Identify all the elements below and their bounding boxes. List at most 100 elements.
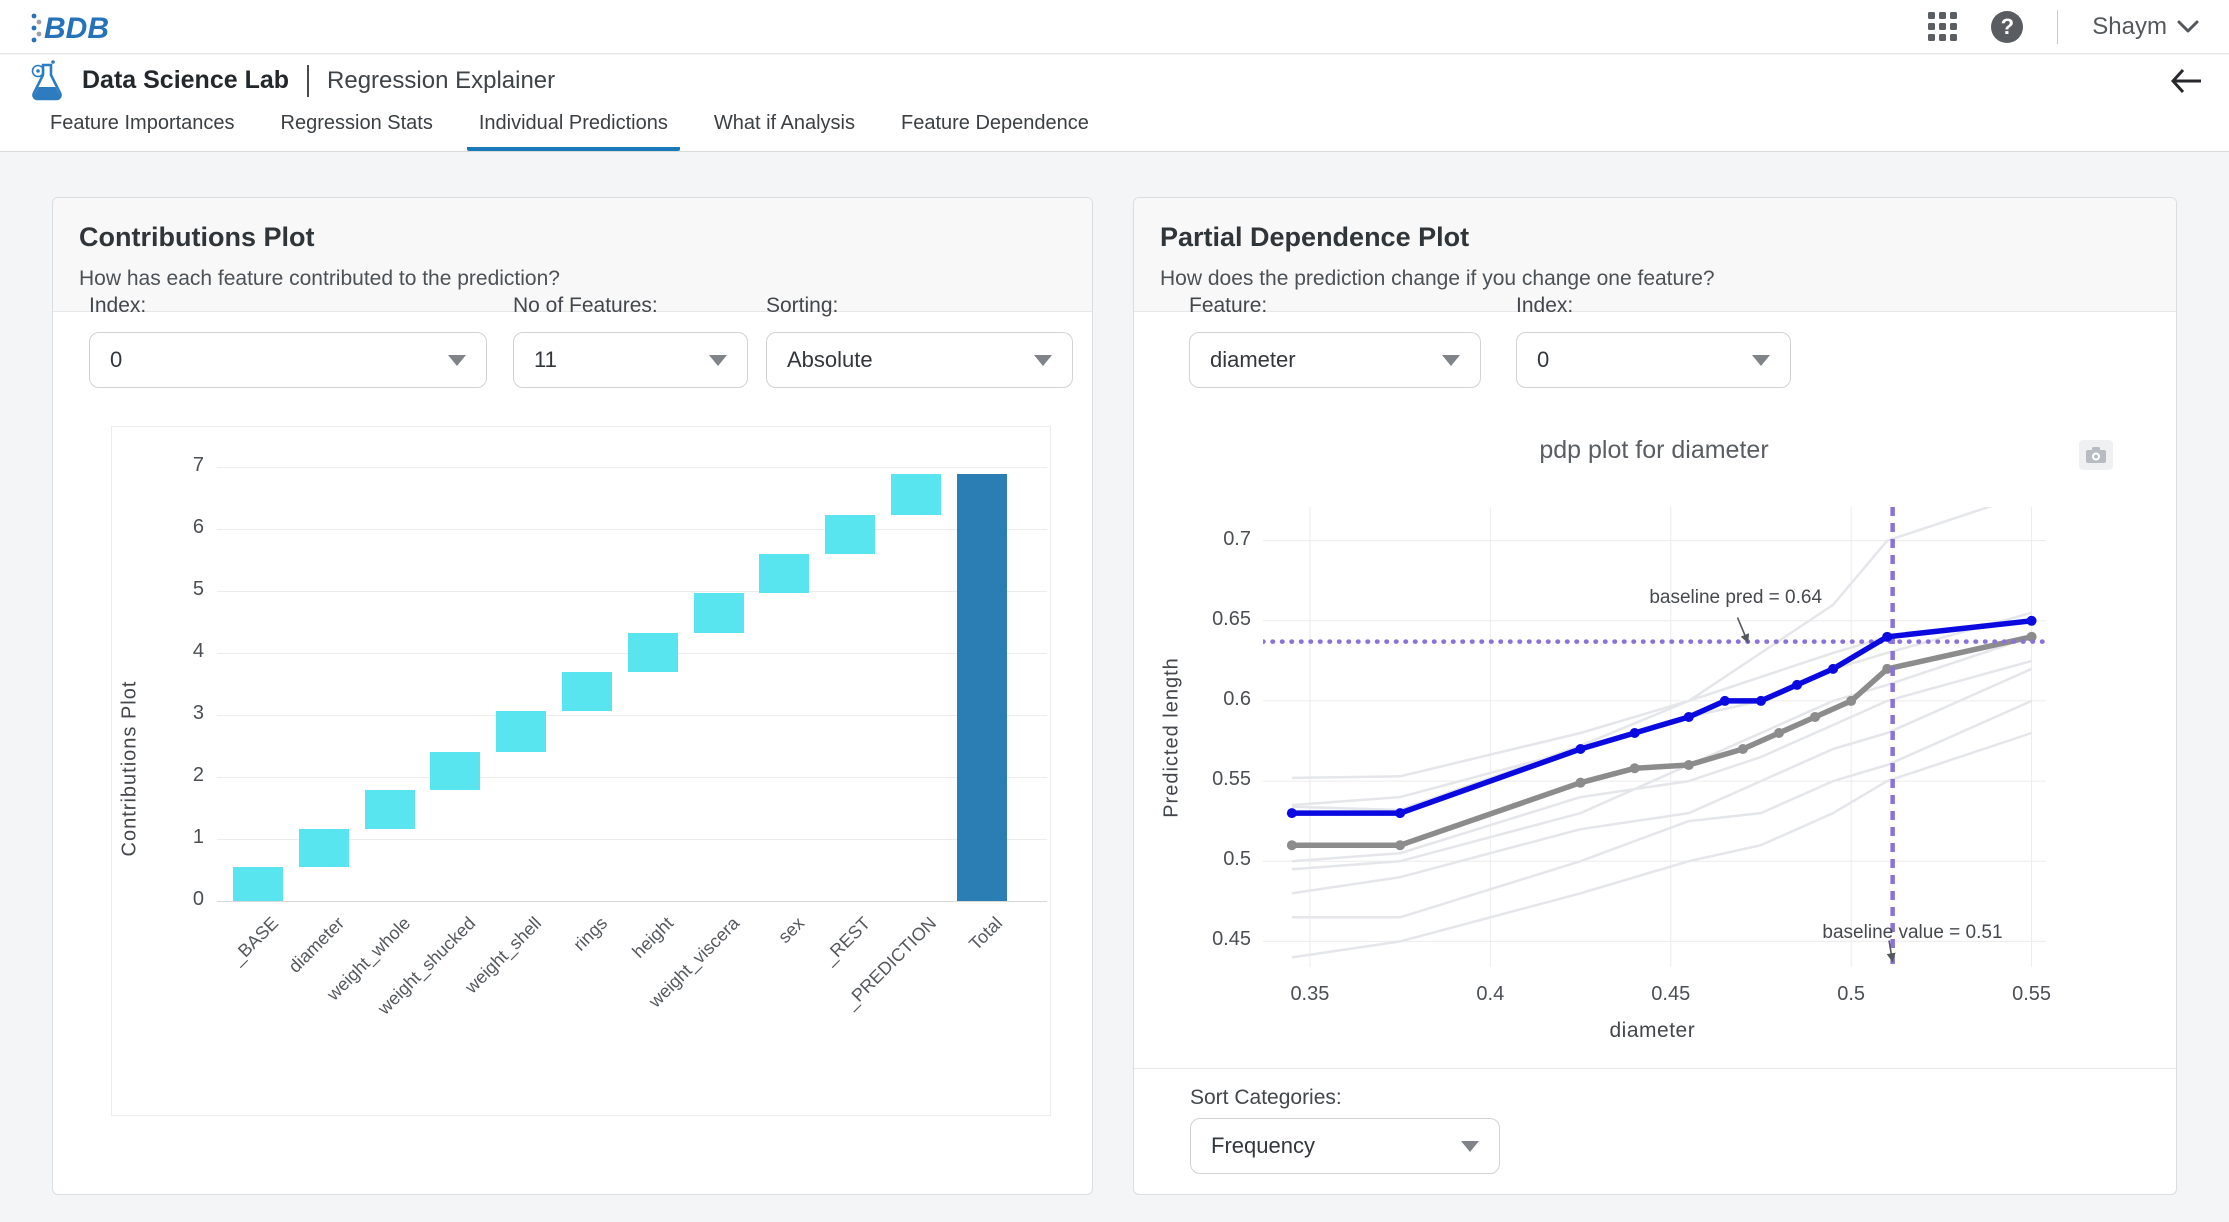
x-tick-label: rings [569, 913, 611, 955]
dropdown-caret-icon [448, 355, 466, 366]
contributions-y-axis-label: Contributions Plot [119, 599, 142, 939]
prediction-marker [1576, 744, 1586, 754]
waterfall-bar-height[interactable] [628, 633, 678, 671]
help-icon[interactable]: ? [1991, 11, 2023, 43]
flask-icon [26, 59, 68, 103]
prediction-marker [1756, 696, 1766, 706]
user-menu[interactable]: Shaym [2092, 13, 2199, 41]
num-features-value: 11 [534, 347, 557, 373]
pdp-x-tick-label: 0.4 [1445, 983, 1535, 1006]
waterfall-bar-_rest[interactable] [825, 515, 875, 554]
average-marker [1774, 728, 1784, 738]
feature-value: diameter [1210, 347, 1296, 373]
index-value: 0 [110, 347, 122, 373]
x-tick-label: Total [965, 913, 1007, 955]
pdp-subtitle: How does the prediction change if you ch… [1160, 267, 2150, 291]
index-select[interactable]: 0 [89, 332, 487, 388]
pdp-index-label: Index: [1516, 294, 1791, 318]
main-content: Contributions Plot How has each feature … [0, 153, 2229, 1222]
tab-bar: Feature Importances Regression Stats Ind… [0, 106, 2229, 152]
y-tick-label: 5 [144, 578, 204, 601]
tab-regression-stats[interactable]: Regression Stats [269, 102, 445, 151]
camera-icon[interactable] [2079, 440, 2113, 470]
y-tick-label: 4 [144, 640, 204, 663]
prediction-marker [1720, 696, 1730, 706]
pdp-y-tick-label: 0.55 [1181, 768, 1251, 791]
dropdown-caret-icon [709, 355, 727, 366]
sort-categories-select[interactable]: Frequency [1190, 1118, 1500, 1174]
bdb-logo[interactable]: BDB [30, 8, 126, 46]
y-tick-label: 3 [144, 702, 204, 725]
top-bar: BDB ? Shaym [0, 0, 2229, 54]
waterfall-bar-total[interactable] [957, 474, 1007, 901]
x-tick-label: height [628, 913, 678, 963]
x-axis-line [217, 901, 1047, 902]
waterfall-bar-_base[interactable] [233, 867, 283, 901]
dropdown-caret-icon [1752, 355, 1770, 366]
num-features-label: No of Features: [513, 294, 748, 318]
user-name: Shaym [2092, 13, 2167, 41]
contributions-card: Contributions Plot How has each feature … [52, 197, 1093, 1195]
pdp-y-tick-label: 0.65 [1181, 608, 1251, 631]
pdp-x-tick-label: 0.45 [1626, 983, 1716, 1006]
x-tick-label: _BASE [227, 913, 283, 969]
waterfall-bar-diameter[interactable] [299, 829, 349, 867]
gridline [217, 529, 1047, 530]
tab-feature-dependence[interactable]: Feature Dependence [889, 102, 1101, 151]
y-tick-label: 6 [144, 516, 204, 539]
num-features-select[interactable]: 11 [513, 332, 748, 388]
pdp-y-tick-label: 0.5 [1181, 848, 1251, 871]
pdp-index-select[interactable]: 0 [1516, 332, 1791, 388]
pdp-annotation: baseline pred = 0.64 [1649, 587, 1822, 609]
topbar-divider [2057, 10, 2058, 44]
waterfall-bar-_prediction[interactable] [891, 474, 941, 514]
sorting-select[interactable]: Absolute [766, 332, 1073, 388]
average-marker [1846, 696, 1856, 706]
gridline [217, 777, 1047, 778]
dropdown-caret-icon [1442, 355, 1460, 366]
average-marker [1684, 760, 1694, 770]
ice-line [1292, 637, 2032, 869]
tab-individual-predictions[interactable]: Individual Predictions [467, 102, 680, 151]
pdp-card: Partial Dependence Plot How does the pre… [1133, 197, 2177, 1195]
svg-text:BDB: BDB [44, 12, 109, 45]
chevron-down-icon [2177, 20, 2199, 34]
tab-feature-importances[interactable]: Feature Importances [38, 102, 247, 151]
pdp-title: Partial Dependence Plot [1160, 222, 2150, 253]
index-label: Index: [89, 294, 487, 318]
sort-section-divider [1134, 1068, 2176, 1069]
app-title: Data Science Lab [82, 66, 289, 95]
back-arrow-icon[interactable] [2169, 68, 2203, 94]
waterfall-bar-sex[interactable] [759, 554, 809, 593]
feature-select[interactable]: diameter [1189, 332, 1481, 388]
pdp-annotation: baseline value = 0.51 [1822, 922, 2002, 944]
prediction-marker [1684, 712, 1694, 722]
pdp-x-tick-label: 0.55 [1987, 983, 2077, 1006]
contributions-title: Contributions Plot [79, 222, 1066, 253]
sorting-control: Sorting: Absolute [766, 294, 1073, 388]
sort-categories-control: Frequency [1190, 1118, 1500, 1174]
pdp-y-axis-label: Predicted length [1161, 608, 1184, 868]
contributions-chart: Contributions Plot 01234567_BASEdiameter… [111, 426, 1051, 1116]
waterfall-bar-weight_whole[interactable] [365, 790, 415, 829]
waterfall-bar-weight_viscera[interactable] [694, 593, 744, 633]
average-marker [1287, 840, 1297, 850]
pdp-x-axis-label: diameter [1610, 1019, 1696, 1043]
apps-grid-icon[interactable] [1928, 12, 1957, 41]
tab-what-if-analysis[interactable]: What if Analysis [702, 102, 867, 151]
pdp-y-tick-label: 0.7 [1181, 528, 1251, 551]
prediction-marker [2027, 616, 2037, 626]
waterfall-bar-rings[interactable] [562, 672, 612, 711]
prediction-marker [1882, 632, 1892, 642]
contributions-subtitle: How has each feature contributed to the … [79, 267, 1066, 291]
x-tick-label: diameter [284, 913, 348, 977]
waterfall-bar-weight_shucked[interactable] [430, 752, 480, 790]
sorting-label: Sorting: [766, 294, 1073, 318]
y-tick-label: 0 [144, 888, 204, 911]
pdp-x-tick-label: 0.5 [1806, 983, 1896, 1006]
prediction-marker [1287, 808, 1297, 818]
waterfall-bar-weight_shell[interactable] [496, 711, 546, 752]
prediction-marker [1395, 808, 1405, 818]
pdp-plot-title: pdp plot for diameter [1134, 436, 2174, 465]
page-title: Regression Explainer [327, 67, 555, 95]
